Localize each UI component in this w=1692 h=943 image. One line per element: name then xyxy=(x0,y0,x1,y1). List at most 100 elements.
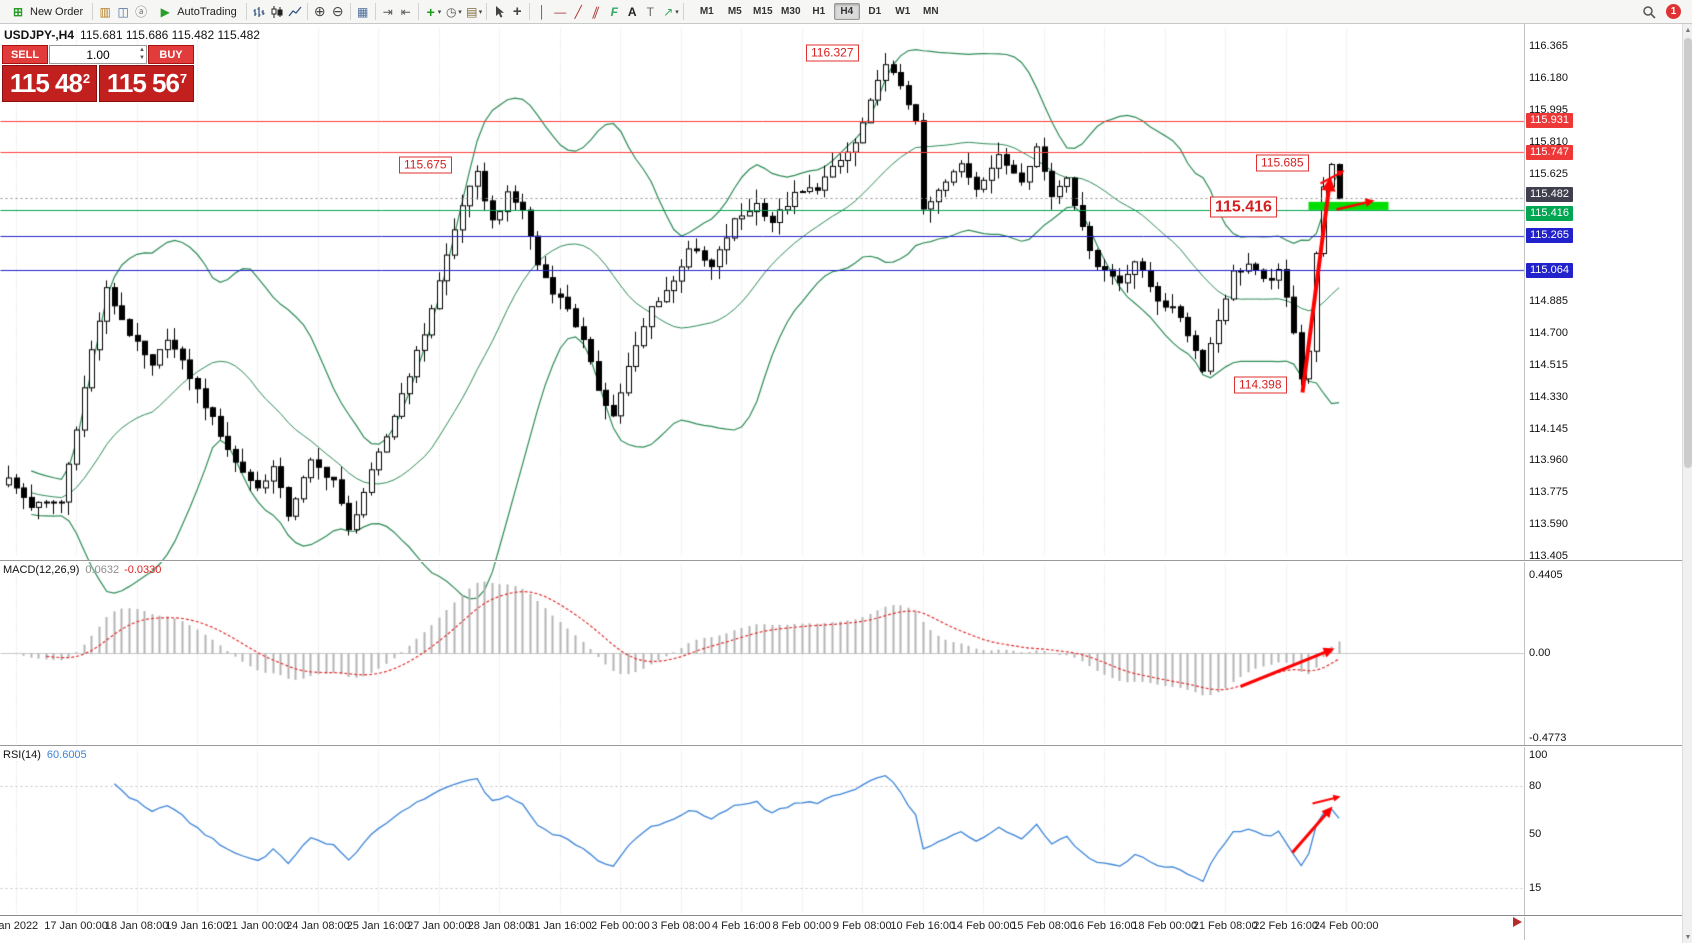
volume-stepper[interactable]: ▲ ▼ xyxy=(139,46,145,62)
rsi-axis-label: 15 xyxy=(1529,882,1542,895)
scrollbar-thumb[interactable] xyxy=(1684,38,1692,468)
time-axis-label: 21 Jan 00:00 xyxy=(225,920,290,932)
time-axis-label: 3 Feb 08:00 xyxy=(651,920,711,932)
crosshair-icon[interactable]: + xyxy=(512,3,522,20)
rsi-axis-label: 50 xyxy=(1529,827,1542,840)
templates-caret-icon[interactable]: ▾ xyxy=(478,8,483,16)
time-axis-border xyxy=(0,915,1692,917)
rsi-value: 60.6005 xyxy=(46,749,87,761)
time-axis-label: 2 Feb 00:00 xyxy=(591,920,650,932)
time-axis-label: 18 Feb 00:00 xyxy=(1132,920,1198,932)
timeframe-h4[interactable]: H4 xyxy=(833,3,860,20)
scroll-down-icon[interactable]: ▼ xyxy=(1684,933,1692,941)
line-chart-icon[interactable] xyxy=(286,3,304,21)
toolbar-separator xyxy=(374,3,376,20)
vertical-scrollbar[interactable]: ▲ ▼ xyxy=(1682,24,1692,943)
volume-up-icon[interactable]: ▲ xyxy=(139,47,145,53)
timeframe-m15[interactable]: M15 xyxy=(753,6,773,17)
price-annotation-115.416[interactable]: 115.416 xyxy=(1210,196,1277,218)
price-badge-115.064: 115.064 xyxy=(1526,262,1573,278)
scroll-up-icon[interactable]: ▲ xyxy=(1684,26,1692,34)
price-axis-tick: 114.145 xyxy=(1529,422,1568,435)
time-axis-label: 31 Jan 16:00 xyxy=(528,920,592,932)
sell-button[interactable]: SELL xyxy=(2,45,48,64)
buy-price-pip: 7 xyxy=(179,71,187,86)
expert-advisors-icon[interactable]: ⓐ xyxy=(135,5,148,19)
autotrading-button[interactable]: ▶ AutoTrading xyxy=(150,2,243,22)
toolbar: ⊞ New Order ▥ ◫ ⓐ ▶ AutoTrading ⊕ ⊖ ▦ ⇥ … xyxy=(0,0,1692,24)
macd-signal-value: -0.0330 xyxy=(124,564,162,576)
buy-button[interactable]: BUY xyxy=(148,45,194,64)
new-order-button[interactable]: ⊞ New Order xyxy=(3,2,89,22)
vertical-line-icon[interactable]: │ xyxy=(538,4,547,19)
text-icon[interactable]: A xyxy=(627,4,637,19)
arrows-tool-icon[interactable]: ↗ xyxy=(663,4,674,19)
tile-windows-icon[interactable]: ▦ xyxy=(357,4,369,19)
macd-name: MACD(12,26,9) xyxy=(3,564,80,576)
templates-icon[interactable]: ▤ xyxy=(466,4,478,19)
timeframe-w1[interactable]: W1 xyxy=(895,6,911,17)
arrows-caret-icon[interactable]: ▾ xyxy=(675,8,679,16)
timeframe-h1[interactable]: H1 xyxy=(812,6,826,17)
new-order-label: New Order xyxy=(30,5,84,18)
chart-title: USDJPY-,H4 115.681 115.686 115.482 115.48… xyxy=(4,28,260,42)
zoom-in-icon[interactable]: ⊕ xyxy=(313,3,326,19)
macd-main-value: 0.0632 xyxy=(85,564,120,576)
new-order-icon: ⊞ xyxy=(12,4,24,19)
timeframe-d1[interactable]: D1 xyxy=(868,6,882,17)
panel-separator-macd[interactable] xyxy=(0,560,1692,562)
rsi-axis-label: 80 xyxy=(1529,780,1542,793)
price-annotation-116.327[interactable]: 116.327 xyxy=(806,44,859,62)
volume-input[interactable]: 1.00 ▲ ▼ xyxy=(49,45,147,64)
time-axis-label: 21 Feb 08:00 xyxy=(1192,920,1258,932)
periods-caret-icon[interactable]: ▾ xyxy=(458,8,462,16)
cursor-icon[interactable] xyxy=(490,3,508,21)
text-label-icon[interactable]: T xyxy=(646,4,654,19)
price-badge-115.265: 115.265 xyxy=(1526,228,1573,244)
symbol-period-label: USDJPY-,H4 xyxy=(4,28,75,42)
toolbar-separator xyxy=(92,3,94,20)
price-axis-tick: 114.330 xyxy=(1529,390,1568,403)
timeframe-m5[interactable]: M5 xyxy=(727,6,742,17)
horizontal-line-icon[interactable]: — xyxy=(554,4,567,19)
auto-scroll-icon[interactable]: ⇥ xyxy=(382,4,393,19)
time-axis-label: 25 Jan 16:00 xyxy=(346,920,411,932)
time-axis-label: 8 Feb 00:00 xyxy=(772,920,832,932)
price-axis-tick: 113.590 xyxy=(1529,518,1568,531)
price-axis-tick: 114.885 xyxy=(1529,295,1568,307)
fibonacci-icon[interactable]: F xyxy=(610,4,618,19)
price-annotation-115.685[interactable]: 115.685 xyxy=(1256,154,1309,172)
notification-badge[interactable]: 1 xyxy=(1666,4,1681,19)
timeframe-m1[interactable]: M1 xyxy=(699,6,714,17)
indicators-icon[interactable]: + xyxy=(426,3,435,20)
sell-price-display[interactable]: 115 48 2 xyxy=(2,65,97,102)
trendline-icon[interactable]: ╱ xyxy=(574,4,582,19)
bar-chart-icon[interactable] xyxy=(250,3,268,21)
periods-icon[interactable]: ◷ xyxy=(445,4,457,19)
charts-window-icon[interactable]: ◫ xyxy=(117,4,129,19)
toolbar-separator xyxy=(245,3,247,20)
price-badge-115.482: 115.482 xyxy=(1526,186,1573,202)
panel-separator-rsi[interactable] xyxy=(0,745,1692,747)
price-annotation-114.398[interactable]: 114.398 xyxy=(1234,376,1287,394)
zoom-out-icon[interactable]: ⊖ xyxy=(331,3,344,19)
profiles-icon[interactable]: ▥ xyxy=(99,4,111,19)
timeframe-mn[interactable]: MN xyxy=(923,6,939,17)
candlestick-chart-icon[interactable] xyxy=(268,3,286,21)
one-click-trading-panel: SELL 1.00 ▲ ▼ BUY 115 48 2 115 56 7 xyxy=(2,45,194,102)
price-axis-tick: 115.625 xyxy=(1529,167,1568,180)
toolbar-right: 1 xyxy=(1640,3,1689,21)
chart-shift-icon[interactable]: ⇤ xyxy=(400,4,411,19)
indicators-caret-icon[interactable]: ▾ xyxy=(437,8,442,16)
search-icon[interactable] xyxy=(1640,3,1658,21)
volume-down-icon[interactable]: ▼ xyxy=(139,55,145,61)
timeframe-m30[interactable]: M30 xyxy=(781,6,801,17)
buy-price-display[interactable]: 115 56 7 xyxy=(99,65,194,102)
toolbar-separator xyxy=(306,3,308,20)
price-annotation-115.675[interactable]: 115.675 xyxy=(399,156,452,174)
time-axis-label: 10 Feb 16:00 xyxy=(890,920,956,932)
sell-price-pip: 2 xyxy=(82,71,90,86)
sell-price-main: 115 48 xyxy=(9,68,83,98)
